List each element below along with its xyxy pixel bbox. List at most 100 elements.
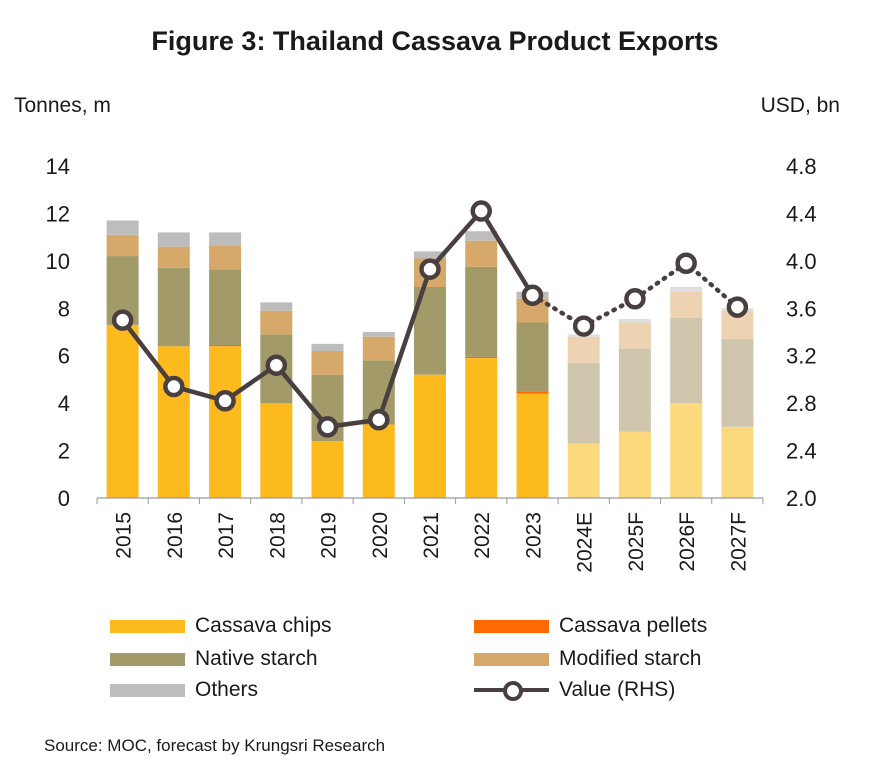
legend-swatch-native-starch bbox=[110, 652, 185, 666]
legend-label-modified-starch: Modified starch bbox=[559, 647, 702, 670]
bar-modified-starch-2018 bbox=[260, 310, 293, 335]
value-point-2024e bbox=[572, 315, 595, 337]
right-ticks-group: 2.0 2.4 2.8 3.2 3.6 4.0 4.4 4.8 bbox=[786, 154, 817, 511]
bar-cassava-pellets-2017 bbox=[209, 345, 242, 347]
legend-item-native-starch: Native starch bbox=[110, 647, 318, 671]
right-tick-label: 2.4 bbox=[786, 439, 817, 464]
left-axis-unit: Tonnes, m bbox=[14, 94, 111, 117]
bar-cassava-chips-2015 bbox=[106, 324, 139, 498]
left-tick-label: 10 bbox=[46, 249, 70, 274]
x-tick-label-2015: 2015 bbox=[113, 512, 136, 559]
x-ticks-group: 2015 2016 2017 2018 2019 2020 2021 2022 2023 2024… bbox=[113, 512, 751, 573]
bar-cassava-chips-2027f bbox=[721, 426, 754, 498]
value-point-2021 bbox=[419, 258, 441, 280]
left-tick-label: 0 bbox=[58, 486, 70, 511]
value-line-group bbox=[111, 200, 749, 438]
bar-native-starch-2017 bbox=[209, 269, 242, 346]
bar-native-starch-2022 bbox=[465, 266, 498, 357]
bar-modified-starch-2024e bbox=[567, 336, 600, 363]
right-tick-label: 4.8 bbox=[786, 154, 817, 179]
bar-modified-starch-2022 bbox=[465, 240, 498, 267]
x-tick-label-2023: 2023 bbox=[522, 512, 545, 559]
bar-cassava-chips-2025f bbox=[618, 431, 651, 498]
left-tick-label: 14 bbox=[46, 154, 70, 179]
right-tick-label: 4.0 bbox=[786, 249, 817, 274]
value-point-2016 bbox=[163, 375, 185, 398]
x-tick-label-2019: 2019 bbox=[318, 512, 341, 559]
left-tick-label: 6 bbox=[58, 344, 70, 369]
bar-modified-starch-2015 bbox=[106, 234, 139, 257]
bar-cassava-chips-2019 bbox=[311, 441, 344, 498]
bar-native-starch-2016 bbox=[157, 268, 190, 347]
bar-cassava-chips-2026f bbox=[670, 403, 703, 498]
legend-swatch-cassava-chips bbox=[110, 619, 185, 633]
bar-modified-starch-2026f bbox=[670, 291, 703, 318]
bar-others-2018 bbox=[260, 302, 293, 311]
bar-others-2022 bbox=[465, 231, 498, 241]
x-tick-label-2024e: 2024E bbox=[574, 512, 597, 573]
x-tick-label-2026f: 2026F bbox=[676, 512, 699, 572]
axes-group bbox=[96, 497, 764, 504]
bar-cassava-chips-2023 bbox=[516, 393, 549, 498]
bar-cassava-chips-2018 bbox=[260, 403, 293, 498]
left-tick-label: 8 bbox=[58, 296, 70, 321]
value-point-2015 bbox=[111, 309, 134, 331]
right-tick-label: 3.2 bbox=[786, 344, 817, 369]
value-point-2022 bbox=[470, 200, 492, 222]
legend-label-cassava-pellets: Cassava pellets bbox=[559, 614, 708, 637]
bar-cassava-chips-2020 bbox=[362, 424, 395, 498]
left-tick-label: 12 bbox=[46, 201, 70, 226]
bar-native-starch-2027f bbox=[721, 339, 754, 427]
x-tick-label-2020: 2020 bbox=[369, 512, 392, 559]
legend-item-cassava-chips: Cassava chips bbox=[110, 614, 332, 638]
legend-swatch-others bbox=[110, 683, 185, 697]
left-tick-label: 2 bbox=[58, 439, 70, 464]
x-tick-label-2021: 2021 bbox=[420, 512, 443, 559]
source-note: Source: MOC, forecast by Krungsri Resear… bbox=[44, 736, 386, 755]
bar-modified-starch-2017 bbox=[209, 245, 242, 270]
legend-item-others: Others bbox=[110, 678, 258, 702]
bar-cassava-pellets-2022 bbox=[465, 356, 498, 359]
x-tick-label-2016: 2016 bbox=[164, 512, 187, 559]
legend-label-others: Others bbox=[195, 678, 259, 701]
bar-others-2019 bbox=[311, 343, 344, 351]
bar-cassava-chips-2021 bbox=[414, 374, 446, 498]
legend-label-native-starch: Native starch bbox=[195, 647, 318, 670]
x-tick-label-2025f: 2025F bbox=[625, 512, 648, 572]
bar-others-2026f bbox=[670, 286, 703, 292]
bar-others-2016 bbox=[157, 232, 190, 247]
bar-native-starch-2026f bbox=[670, 317, 703, 404]
right-tick-label: 4.4 bbox=[786, 201, 817, 226]
bar-others-2025f bbox=[618, 319, 651, 323]
legend-item-value: Value (RHS) bbox=[474, 678, 675, 702]
bar-others-2017 bbox=[209, 232, 242, 246]
value-point-2027f bbox=[726, 296, 749, 318]
value-point-2019 bbox=[316, 416, 339, 438]
bar-others-2020 bbox=[362, 332, 395, 337]
right-axis-unit: USD, bn bbox=[760, 94, 840, 117]
value-point-2023 bbox=[521, 284, 544, 306]
value-point-2026f bbox=[675, 252, 697, 274]
bar-others-2015 bbox=[106, 220, 139, 235]
legend-swatch-modified-starch bbox=[474, 652, 549, 666]
bar-native-starch-2025f bbox=[618, 348, 651, 432]
bar-modified-starch-2020 bbox=[362, 336, 395, 361]
left-tick-label: 4 bbox=[58, 391, 70, 416]
bar-cassava-chips-2022 bbox=[465, 358, 498, 498]
value-point-2017 bbox=[214, 390, 236, 412]
value-point-2020 bbox=[368, 408, 390, 431]
chart-plot: 0 2 4 6 8 10 12 14 2.0 2.4 2.8 3.2 3.6 4.0 4.4 4.8 201… bbox=[46, 154, 817, 573]
bar-native-starch-2024e bbox=[567, 362, 600, 444]
x-tick-label-2017: 2017 bbox=[215, 512, 238, 559]
value-point-2018 bbox=[265, 354, 288, 376]
bar-cassava-chips-2024e bbox=[567, 443, 600, 498]
x-tick-label-2022: 2022 bbox=[471, 512, 494, 559]
value-point-2025f bbox=[624, 288, 646, 310]
legend-label-cassava-chips: Cassava chips bbox=[195, 614, 332, 637]
legend-item-modified-starch: Modified starch bbox=[474, 647, 701, 671]
bar-native-starch-2023 bbox=[516, 322, 549, 392]
bar-modified-starch-2025f bbox=[618, 322, 651, 349]
legend-label-value: Value (RHS) bbox=[559, 678, 676, 701]
bar-others-2021 bbox=[414, 251, 446, 259]
left-ticks-group: 0 2 4 6 8 10 12 14 bbox=[46, 154, 70, 511]
